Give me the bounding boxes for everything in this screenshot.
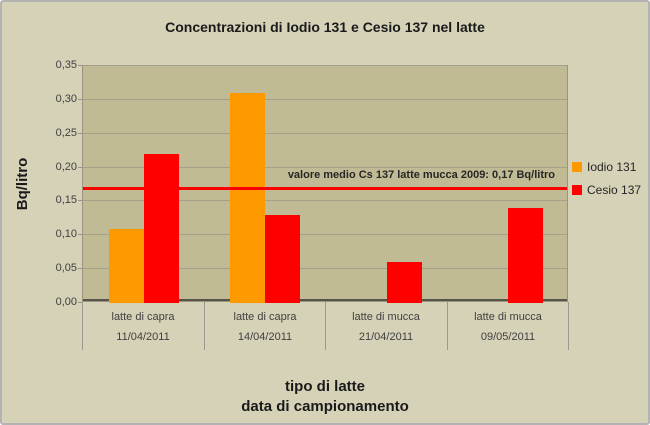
y-tick-mark (78, 234, 82, 236)
y-tick-label: 0,15 (55, 194, 77, 207)
gridline (83, 132, 567, 134)
y-tick-mark (78, 302, 82, 303)
y-tick-label: 0,10 (55, 228, 77, 241)
x-axis-line (83, 299, 567, 301)
category-divider (82, 302, 83, 350)
legend-label-cesio-137: Cesio 137 (587, 183, 642, 197)
category-tipo: latte di mucca (352, 311, 420, 323)
category-divider (204, 302, 205, 350)
legend-swatch-iodio-131 (572, 162, 582, 172)
y-tick-mark (78, 98, 82, 100)
gridline (83, 65, 567, 66)
category-tipo: latte di capra (233, 311, 297, 323)
gridline (83, 268, 567, 270)
category-data: 14/04/2011 (237, 331, 293, 343)
category-tipo: latte di capra (111, 311, 175, 323)
legend: Iodio 131 Cesio 137 (572, 160, 641, 206)
plot-area (82, 65, 568, 303)
legend-label-iodio-131: Iodio 131 (587, 160, 637, 174)
legend-item-cesio-137: Cesio 137 (572, 183, 641, 197)
gridline (83, 234, 567, 236)
category-data: 21/04/2011 (358, 331, 414, 343)
reference-line-label: valore medio Cs 137 latte mucca 2009: 0,… (287, 169, 555, 181)
category-label: latte di capra 11/04/2011 (82, 302, 204, 350)
gridline (83, 166, 567, 168)
y-tick-mark (78, 166, 82, 168)
legend-item-iodio-131: Iodio 131 (572, 160, 641, 174)
category-divider (447, 302, 448, 350)
bar-iodio-131 (108, 228, 144, 303)
bar-cesio-137 (386, 262, 422, 303)
bar-iodio-131 (230, 93, 266, 303)
gridline (83, 200, 567, 202)
x-axis-title: tipo di latte data di campionamento (82, 377, 568, 417)
reference-line (83, 186, 567, 190)
y-tick-label: 0,25 (55, 126, 77, 139)
y-tick-label: 0,05 (55, 262, 77, 275)
category-divider (568, 302, 569, 350)
category-label: latte di capra 14/04/2011 (204, 302, 326, 350)
y-tick-mark (78, 268, 82, 270)
y-tick-mark (78, 65, 82, 66)
y-axis-title: Bq/litro (14, 157, 31, 211)
y-tick-label: 0,00 (55, 296, 77, 308)
category-divider (325, 302, 326, 350)
bar-cesio-137 (143, 154, 179, 303)
bar-cesio-137 (265, 214, 301, 303)
category-tipo: latte di mucca (474, 311, 542, 323)
bar-cesio-137 (508, 208, 544, 303)
category-data: 09/05/2011 (480, 331, 536, 343)
x-axis-title-line2: data di campionamento (241, 398, 409, 415)
chart-title: Concentrazioni di Iodio 131 e Cesio 137 … (165, 19, 485, 35)
category-label: latte di mucca 09/05/2011 (447, 302, 569, 350)
category-data: 11/04/2011 (116, 331, 170, 343)
y-tick-label: 0,35 (55, 59, 77, 71)
gridline (83, 98, 567, 100)
y-tick-label: 0,20 (55, 160, 77, 173)
category-label: latte di mucca 21/04/2011 (325, 302, 447, 350)
y-tick-mark (78, 132, 82, 134)
legend-swatch-cesio-137 (572, 185, 582, 195)
x-axis-title-line1: tipo di latte (285, 378, 365, 395)
y-tick-label: 0,30 (55, 92, 77, 105)
y-tick-mark (78, 200, 82, 202)
